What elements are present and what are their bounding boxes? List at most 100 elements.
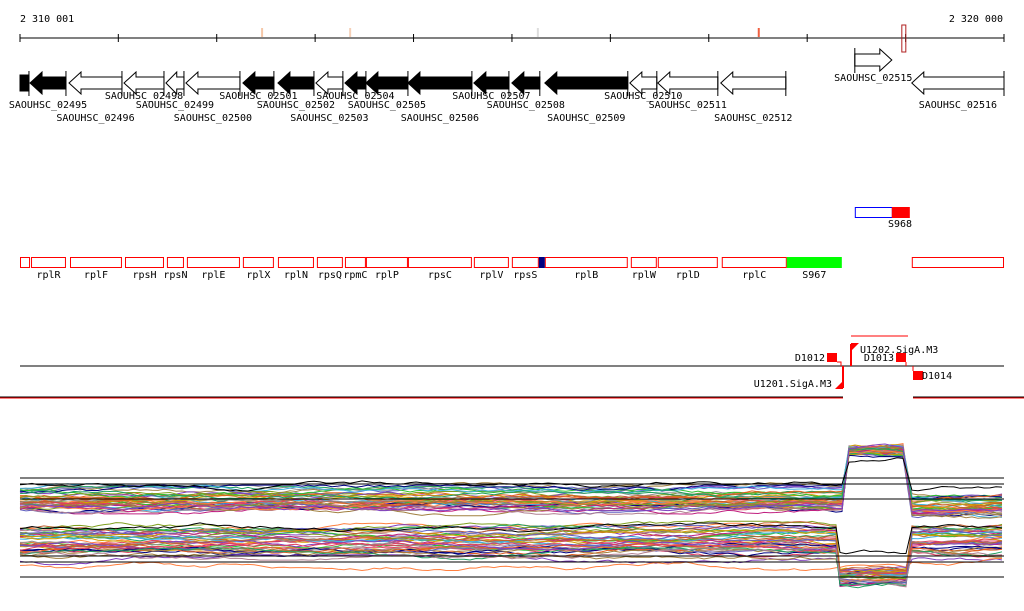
gene-label: SAOUHSC_02499: [136, 100, 214, 111]
s968-box[interactable]: [854, 207, 893, 218]
gene-SAOUHSC_02507[interactable]: SAOUHSC_02507: [452, 70, 531, 102]
expression-trace-upper: [19, 447, 1003, 503]
left-arrow-icon[interactable]: [19, 74, 30, 92]
operon-label: rplF: [84, 270, 108, 281]
expression-profile-track: [19, 443, 1004, 589]
gene-label: SAOUHSC_02507: [452, 91, 530, 102]
d1013-marker[interactable]: [896, 353, 906, 362]
operon-rpmC[interactable]: [344, 257, 366, 268]
operon-label: rplE: [201, 270, 225, 281]
gene-SAOUHSC_02495[interactable]: SAOUHSC_02495: [9, 70, 87, 111]
operon-rplE[interactable]: [186, 257, 240, 268]
gene-label: SAOUHSC_02500: [174, 113, 252, 124]
operon-rplD[interactable]: [657, 257, 718, 268]
expression-trace-upper: [19, 451, 1003, 519]
left-arrow-icon[interactable]: [911, 70, 1005, 96]
operon-label: rpsQ: [318, 270, 342, 281]
operon-rplV[interactable]: [473, 257, 509, 268]
srna-s968-track: S968: [854, 207, 912, 230]
gene-label: SAOUHSC_02495: [9, 100, 87, 111]
operon-rplC[interactable]: [721, 257, 787, 268]
u1201-label: U1201.SigA.M3: [754, 379, 832, 390]
gene-label: SAOUHSC_02510: [604, 91, 682, 102]
gene-SAOUHSC_02496[interactable]: SAOUHSC_02496: [56, 70, 135, 124]
operon-rpsN[interactable]: [166, 257, 184, 268]
gene-SAOUHSC_02510[interactable]: SAOUHSC_02510: [604, 70, 682, 102]
operon-rpsC[interactable]: [407, 257, 472, 268]
gene-SAOUHSC_02502[interactable]: SAOUHSC_02502: [257, 70, 335, 111]
left-arrow-icon[interactable]: [657, 70, 719, 96]
operon-rplX[interactable]: [242, 257, 274, 268]
operon-rpsH[interactable]: [125, 257, 164, 268]
gene-SAOUHSC_02508[interactable]: SAOUHSC_02508: [487, 70, 565, 111]
gene-SAOUHSC_02498[interactable]: SAOUHSC_02498: [105, 70, 183, 102]
gene-SAOUHSC_02503[interactable]: SAOUHSC_02503: [290, 70, 369, 124]
operon-label: rplB: [574, 270, 598, 281]
gene-label: SAOUHSC_02502: [257, 100, 335, 111]
u1202-flag-icon[interactable]: [851, 343, 859, 351]
operon-label: rpmC: [343, 270, 367, 281]
operon-marker[interactable]: [538, 257, 545, 268]
gene-SAOUHSC_02509[interactable]: SAOUHSC_02509: [544, 70, 629, 124]
gene-SAOUHSC_02511[interactable]: SAOUHSC_02511: [649, 70, 727, 111]
operon-label: rplV: [479, 270, 503, 281]
transcription-start-track: D1012 U1201.SigA.M3 U1202.SigA.M3 D1013 …: [0, 335, 1024, 399]
operon-rplW[interactable]: [630, 257, 657, 268]
expression-trace-lower: [19, 547, 1003, 583]
left-arrow-icon[interactable]: [720, 70, 787, 96]
gene-SAOUHSC_02516[interactable]: SAOUHSC_02516: [911, 70, 1005, 111]
expression-trace-black: [19, 522, 1003, 555]
gene-label: SAOUHSC_02508: [487, 100, 565, 111]
expression-trace-upper: [19, 448, 1003, 499]
d1014-marker[interactable]: [913, 371, 923, 380]
gene-partial[interactable]: [19, 71, 30, 96]
gene-SAOUHSC_02512[interactable]: SAOUHSC_02512: [714, 70, 792, 124]
operon-box[interactable]: [911, 257, 1004, 268]
u1201-flag-icon[interactable]: [835, 381, 843, 389]
right-arrow-icon[interactable]: [854, 47, 893, 73]
operon-rplF[interactable]: [69, 257, 122, 268]
gene-SAOUHSC_02500[interactable]: SAOUHSC_02500: [174, 70, 252, 124]
s968-highlight[interactable]: [891, 207, 910, 218]
operon-track: S967 rplR rplF rpsH rpsN rplE rplX rplN rpsQ rpm…: [20, 257, 1004, 281]
operon-label: rpsH: [132, 270, 156, 281]
expression-trace-black: [19, 457, 1003, 492]
ruler-mark-box[interactable]: [901, 24, 907, 53]
gene-label: SAOUHSC_02512: [714, 113, 792, 124]
gene-label: SAOUHSC_02498: [105, 91, 183, 102]
d1012-connector: [837, 361, 842, 366]
d1013-label: D1013: [864, 353, 894, 364]
gene-SAOUHSC_02499[interactable]: SAOUHSC_02499: [136, 70, 214, 111]
ruler-start-label: 2 310 001: [20, 14, 74, 25]
d1012-marker[interactable]: [827, 353, 837, 362]
gene-SAOUHSC_02501[interactable]: SAOUHSC_02501: [219, 70, 298, 102]
gene-label: SAOUHSC_02516: [919, 100, 997, 111]
operon-label: rpsC: [428, 270, 452, 281]
operon-label: rplD: [676, 270, 700, 281]
operon-rplP[interactable]: [365, 257, 408, 268]
operon-rpsS[interactable]: [511, 257, 539, 268]
operon-label: rplX: [246, 270, 270, 281]
s967-box[interactable]: [786, 257, 842, 268]
operon-rplN[interactable]: [277, 257, 314, 268]
expression-trace-upper: [19, 444, 1003, 517]
ruler-end-label: 2 320 000: [949, 14, 1003, 25]
operon-label: rplN: [284, 270, 308, 281]
operon-rplR[interactable]: [31, 257, 66, 268]
gene-SAOUHSC_02515[interactable]: SAOUHSC_02515: [834, 47, 912, 84]
expression-trace-lower: [19, 537, 1003, 572]
expression-trace-upper: [19, 449, 1003, 513]
operon-rplB[interactable]: [544, 257, 628, 268]
d1012-label: D1012: [795, 353, 825, 364]
expression-trace-lower: [19, 558, 1002, 572]
gene-label: SAOUHSC_02515: [834, 73, 912, 84]
left-arrow-icon[interactable]: [29, 70, 67, 96]
operon-box[interactable]: [20, 257, 31, 268]
gene-SAOUHSC_02506[interactable]: SAOUHSC_02506: [401, 70, 479, 124]
gene-label: SAOUHSC_02511: [649, 100, 727, 111]
s968-label: S968: [888, 219, 912, 230]
gene-label: SAOUHSC_02501: [219, 91, 297, 102]
u1202-label: U1202.SigA.M3: [860, 345, 938, 356]
operon-rpsQ[interactable]: [316, 257, 343, 268]
